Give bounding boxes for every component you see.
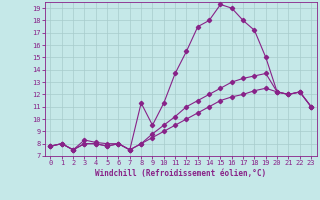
X-axis label: Windchill (Refroidissement éolien,°C): Windchill (Refroidissement éolien,°C): [95, 169, 266, 178]
